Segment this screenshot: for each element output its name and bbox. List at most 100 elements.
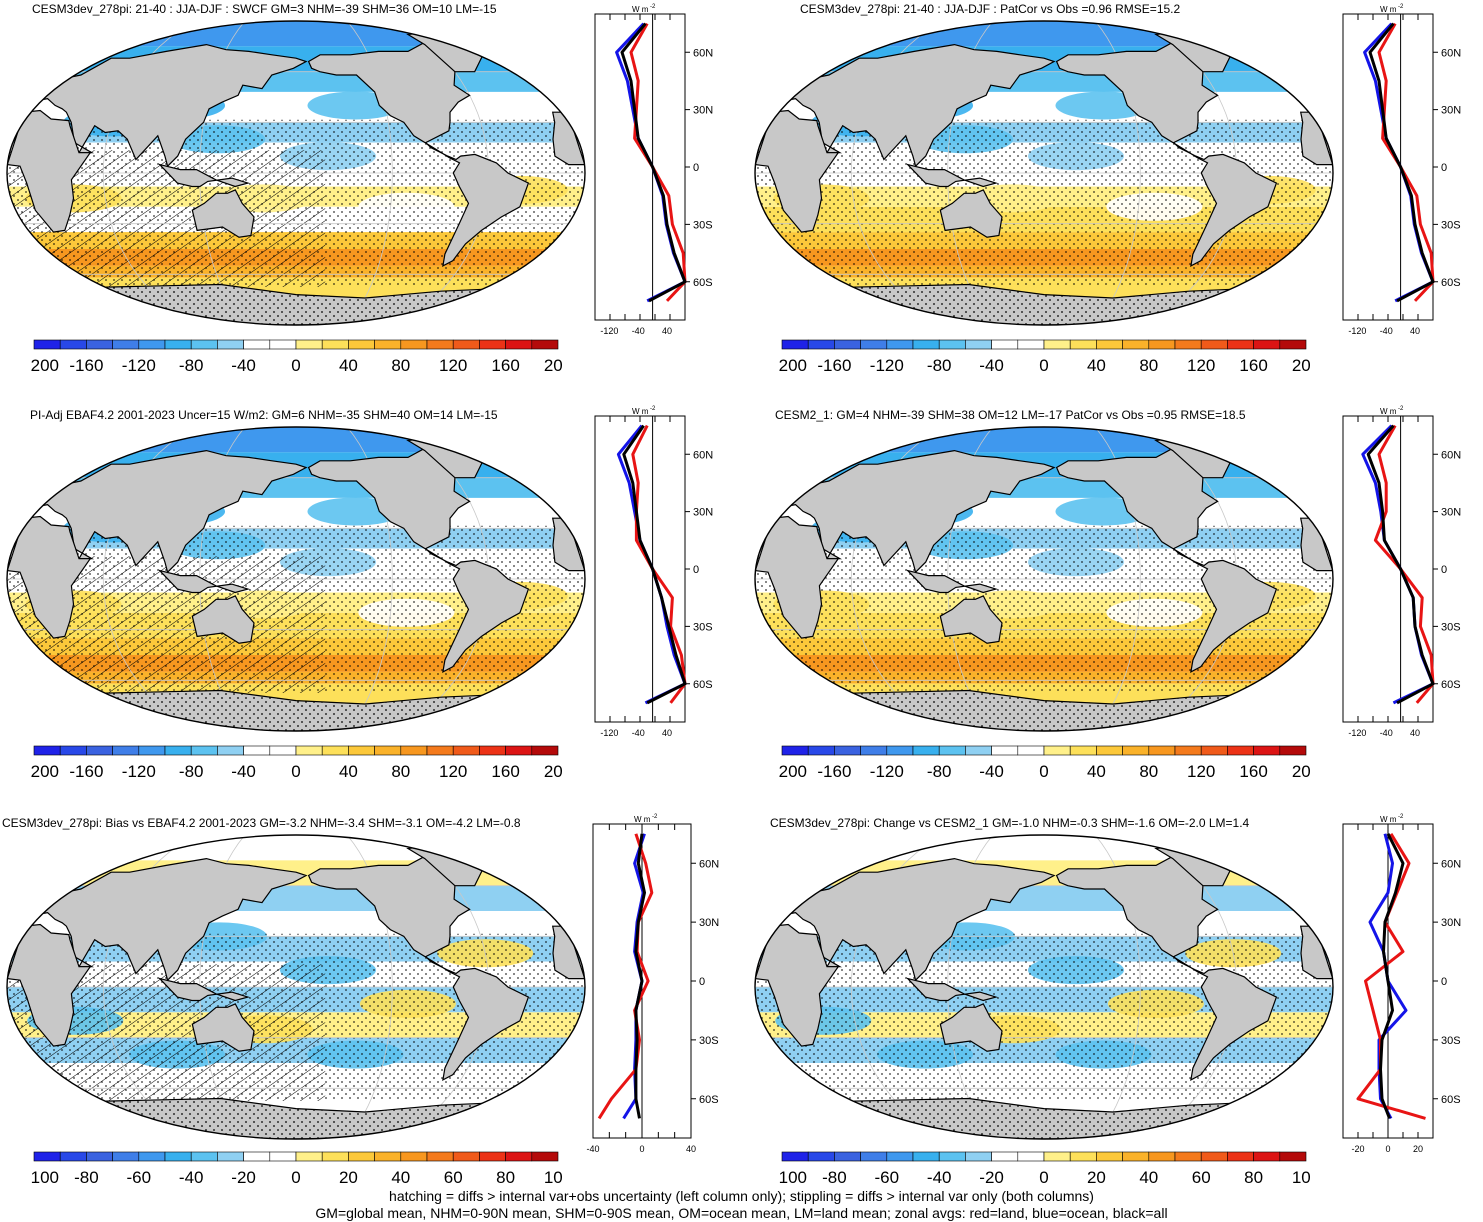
colorbar-swatch bbox=[479, 1151, 506, 1162]
zonal-frame bbox=[1342, 415, 1434, 723]
zonal-unit-label: W m bbox=[632, 5, 649, 14]
colorbar-label: 40 bbox=[339, 356, 358, 375]
field-band bbox=[7, 21, 585, 47]
zonal-lat-label: 60N bbox=[1441, 47, 1461, 59]
land-africaW bbox=[1299, 111, 1333, 166]
zonal-x-label: 0 bbox=[639, 1144, 644, 1154]
colorbar-label: 0 bbox=[1039, 1168, 1048, 1187]
colorbar-label: 80 bbox=[496, 1168, 515, 1187]
colorbar-label: 200 bbox=[1292, 762, 1310, 781]
footer-line-2: GM=global mean, NHM=0-90N mean, SHM=0-90… bbox=[315, 1205, 1168, 1221]
zonal-series-all bbox=[634, 833, 646, 1119]
colorbar-label: -120 bbox=[870, 356, 904, 375]
colorbar-label: -20 bbox=[231, 1168, 256, 1187]
colorbar-swatch bbox=[938, 745, 966, 756]
colorbar-label: 100 bbox=[1292, 1168, 1310, 1187]
zonal-x-label: 40 bbox=[1410, 326, 1420, 336]
zonal-lat-label: 30S bbox=[693, 219, 713, 231]
colorbar-swatch bbox=[834, 1151, 861, 1162]
colorbar-swatch bbox=[138, 339, 166, 350]
colorbar-label: -40 bbox=[927, 1168, 952, 1187]
colorbar-swatch bbox=[452, 1151, 480, 1162]
colorbar-swatch bbox=[505, 339, 533, 350]
colorbar-swatch bbox=[1200, 745, 1228, 756]
land-africaW bbox=[551, 111, 585, 166]
colorbar-swatch bbox=[479, 745, 506, 756]
colorbar-swatch bbox=[86, 1151, 113, 1162]
colorbar-swatch bbox=[269, 1151, 297, 1162]
map-panel-5 bbox=[6, 834, 586, 1140]
colorbar-label: -40 bbox=[979, 356, 1004, 375]
zonal-x-label: 40 bbox=[662, 326, 672, 336]
colorbar-label: -80 bbox=[74, 1168, 99, 1187]
colorbar-swatch bbox=[1096, 339, 1123, 350]
colorbar-label: 160 bbox=[491, 356, 519, 375]
land-africaW bbox=[551, 517, 585, 572]
colorbar-swatch bbox=[217, 339, 244, 350]
zonal-lat-label: 30N bbox=[1441, 507, 1461, 519]
colorbar-swatch bbox=[348, 745, 375, 756]
colorbar-swatch bbox=[452, 339, 480, 350]
colorbar-label: -20 bbox=[979, 1168, 1004, 1187]
colorbar-swatch bbox=[164, 1151, 192, 1162]
colorbar-swatch bbox=[886, 745, 914, 756]
zonal-lat-label: 60S bbox=[693, 277, 713, 289]
colorbar-swatch bbox=[1122, 1151, 1150, 1162]
field-band bbox=[755, 427, 1333, 453]
colorbar-swatch bbox=[1043, 339, 1071, 350]
zonal-unit-exp: -2 bbox=[650, 406, 656, 412]
colorbar-swatch bbox=[400, 745, 428, 756]
zonal-series-all bbox=[1368, 22, 1435, 303]
zonal-x-label: -120 bbox=[1348, 326, 1366, 336]
colorbar-label: 80 bbox=[1139, 762, 1158, 781]
zonal-plot-3: W m -2 60N 30N 0 30S 60S -120 -40 40 bbox=[594, 406, 713, 738]
map-panel-6 bbox=[754, 834, 1334, 1140]
zonal-frame bbox=[1342, 13, 1434, 321]
colorbar-swatch bbox=[912, 1151, 940, 1162]
colorbar-swatch bbox=[781, 339, 809, 350]
zonal-unit-exp: -2 bbox=[1398, 4, 1404, 10]
colorbar-label: -120 bbox=[122, 762, 156, 781]
colorbar-swatch bbox=[1017, 1151, 1045, 1162]
zonal-lat-label: 0 bbox=[693, 162, 699, 174]
colorbar-label: 160 bbox=[1239, 356, 1267, 375]
land-eurasia bbox=[782, 449, 1056, 574]
colorbar-swatch bbox=[59, 1151, 87, 1162]
land-africaE bbox=[755, 109, 840, 233]
colorbar-label: -160 bbox=[69, 356, 103, 375]
zonal-lat-label: 30N bbox=[699, 917, 719, 929]
colorbar-swatch bbox=[1253, 745, 1281, 756]
colorbar-label: 40 bbox=[1087, 356, 1106, 375]
colorbar-swatch bbox=[1069, 339, 1097, 350]
zonal-x-label: 40 bbox=[662, 728, 672, 738]
colorbar-swatch bbox=[531, 339, 559, 350]
colorbar-swatch bbox=[531, 745, 559, 756]
colorbar-swatch bbox=[348, 339, 375, 350]
colorbar-swatch bbox=[991, 1151, 1019, 1162]
colorbar-label: 60 bbox=[1192, 1168, 1211, 1187]
zonal-lat-label: 0 bbox=[1441, 976, 1447, 988]
zonal-x-label: 0 bbox=[1385, 1144, 1390, 1154]
land-africaE bbox=[755, 515, 840, 639]
colorbar-label: -200 bbox=[30, 356, 59, 375]
colorbar-label: -40 bbox=[179, 1168, 204, 1187]
colorbar-label: -200 bbox=[778, 762, 807, 781]
colorbar-label: 80 bbox=[391, 356, 410, 375]
land-indonesia bbox=[157, 163, 251, 188]
land-eurasia bbox=[34, 449, 308, 574]
zonal-x-label: -40 bbox=[1380, 728, 1393, 738]
map-panel-2 bbox=[754, 20, 1334, 326]
zonal-series-land bbox=[597, 833, 654, 1120]
colorbar-swatch bbox=[1200, 1151, 1228, 1162]
zonal-lat-label: 60N bbox=[1441, 858, 1461, 870]
zonal-plot-4: W m -2 60N 30N 0 30S 60S -120 -40 40 bbox=[1342, 406, 1461, 738]
colorbar-1: -200 -160 -120 -80 -40 0 40 80 120 160 200 bbox=[30, 339, 562, 375]
zonal-unit-exp: -2 bbox=[650, 4, 656, 10]
colorbar-label: 80 bbox=[1244, 1168, 1263, 1187]
colorbar-label: 20 bbox=[1087, 1168, 1106, 1187]
colorbar-label: 120 bbox=[1187, 762, 1215, 781]
zonal-lat-label: 0 bbox=[693, 564, 699, 576]
colorbar-swatch bbox=[374, 1151, 402, 1162]
colorbar-label: -40 bbox=[231, 356, 256, 375]
colorbar-swatch bbox=[1148, 339, 1176, 350]
